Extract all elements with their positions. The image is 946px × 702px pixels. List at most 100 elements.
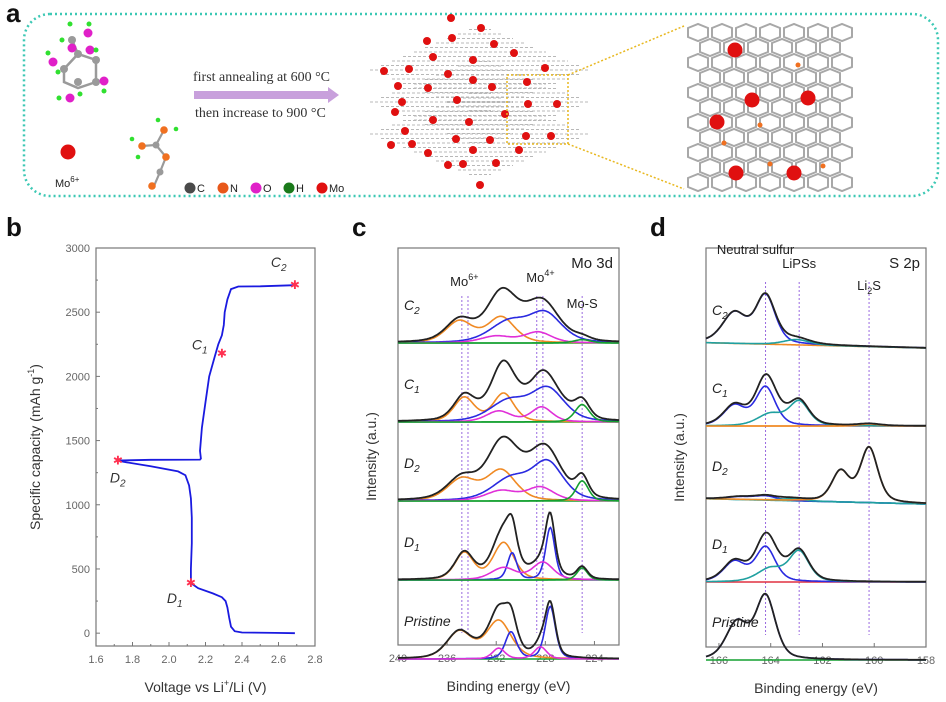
- mo-atom: [709, 114, 725, 130]
- hexagon-ring: [783, 142, 805, 163]
- state-label: D2: [110, 469, 126, 489]
- neutral-component-curve: [705, 292, 926, 349]
- atom-legend-label: H: [296, 183, 304, 195]
- hexagon-ring: [711, 52, 733, 73]
- mo-atom: [459, 160, 467, 168]
- nitrogen-precursor-molecule: [129, 117, 179, 190]
- hexagon-ring: [783, 112, 805, 133]
- mo-atom: [800, 90, 816, 106]
- envelope-curve: [705, 531, 926, 583]
- n-atom: [795, 62, 801, 68]
- hexagon-ring: [699, 157, 721, 178]
- y-tick-label: 2000: [66, 371, 90, 383]
- spectrum-c1: C1: [705, 373, 926, 427]
- spectrum-label: D2: [712, 458, 728, 478]
- y-tick-label: 3000: [66, 243, 90, 255]
- spectrum-c2: C2: [705, 292, 927, 349]
- hexagon-ring: [795, 127, 817, 148]
- x-tick-label: 2.2: [198, 654, 213, 666]
- spectrum-label: D1: [712, 536, 728, 556]
- spectrum-c1: C1: [397, 359, 620, 423]
- mo-atom: [553, 100, 561, 108]
- hexagon-ring: [747, 157, 769, 178]
- atom-legend: C N O H Mo: [184, 182, 344, 195]
- hexagon-ring: [699, 127, 721, 148]
- state-label: C1: [192, 336, 208, 356]
- x-tick-label: 2.8: [307, 654, 322, 666]
- mo-ion-label: Mo6+: [55, 175, 80, 190]
- atom-legend-mo-icon: [316, 182, 328, 194]
- hexagon-ring: [747, 67, 769, 88]
- peak-annotation: Mo4+: [526, 268, 554, 285]
- hexagon-ring: [747, 127, 769, 148]
- hexagon-ring: [735, 172, 757, 193]
- envelope-curve: [705, 292, 926, 349]
- hexagon-ring: [771, 67, 793, 88]
- hexagon-ring: [831, 142, 853, 163]
- x-tick-label: 2.6: [271, 654, 286, 666]
- n-atom: [767, 161, 773, 167]
- spectrum-label: Pristine: [712, 614, 759, 630]
- y-axis-label: Intensity (a.u.): [363, 412, 379, 501]
- mos-component-curve: [398, 567, 619, 581]
- mo-atom: [786, 165, 802, 181]
- hexagon-ring: [723, 97, 745, 118]
- mo-atom: [408, 140, 416, 148]
- mo-atom: [469, 146, 477, 154]
- hexagon-ring: [711, 142, 733, 163]
- plot-frame: [705, 247, 927, 648]
- hexagon-ring: [771, 127, 793, 148]
- mo-atom: [477, 24, 485, 32]
- hexagon-ring: [807, 52, 829, 73]
- hexagon-ring: [807, 22, 829, 43]
- x-tick-label: 1.6: [88, 654, 103, 666]
- hexagon-ring: [735, 52, 757, 73]
- envelope-curve: [705, 592, 926, 661]
- atom-legend-label: N: [230, 183, 238, 195]
- charge-discharge-chart: 1.6 1.8 2.0 2.2 2.4 2.6 2.8 0 500 1000 1500 2000 250…: [26, 243, 323, 695]
- state-marker-icon: ✱: [217, 346, 227, 360]
- hexagon-ring: [819, 37, 841, 58]
- plot-frame: [95, 247, 316, 647]
- x-tick-label: 160: [865, 655, 883, 667]
- neutral-component-curve: [705, 545, 926, 583]
- mo-atom: [391, 108, 399, 116]
- mo5-component-curve: [398, 485, 619, 502]
- hexagon-ring: [783, 52, 805, 73]
- x-tick-label: 158: [917, 655, 935, 667]
- x-tick-label: 2.4: [234, 654, 249, 666]
- hexagon-ring: [831, 172, 853, 193]
- state-label: D1: [167, 590, 183, 610]
- mo-atom: [492, 159, 500, 167]
- hexagon-ring: [783, 22, 805, 43]
- hexagon-ring: [687, 112, 709, 133]
- hexagon-ring: [687, 172, 709, 193]
- hexagon-ring: [831, 22, 853, 43]
- mo-atom: [469, 76, 477, 84]
- mo-atom: [522, 132, 530, 140]
- hexagon-ring: [735, 142, 757, 163]
- hexagon-ring: [723, 37, 745, 58]
- hexagon-ring: [687, 22, 709, 43]
- hexagon-ring: [807, 142, 829, 163]
- hexagon-ring: [759, 142, 781, 163]
- hexagon-ring: [687, 82, 709, 103]
- mo-atom: [744, 92, 760, 108]
- capacity-curve: [117, 284, 295, 635]
- state-marker-icon: ✱: [113, 453, 123, 467]
- hexagon-ring: [771, 97, 793, 118]
- state-marker-icon: ✱: [186, 576, 196, 590]
- mo-atom: [523, 78, 531, 86]
- zoom-box: [506, 74, 569, 145]
- spectrum-d2: D2: [397, 435, 620, 502]
- n-atom: [757, 122, 763, 128]
- panel-label-b: b: [6, 212, 22, 242]
- mo-atom: [465, 118, 473, 126]
- hexagon-ring: [735, 112, 757, 133]
- mo-atom: [488, 83, 496, 91]
- mos-component-curve: [398, 338, 619, 344]
- mo-atom: [424, 84, 432, 92]
- mo-atom: [401, 127, 409, 135]
- mo-doped-graphene-stack: [370, 14, 590, 189]
- x-tick-label: 166: [710, 655, 728, 667]
